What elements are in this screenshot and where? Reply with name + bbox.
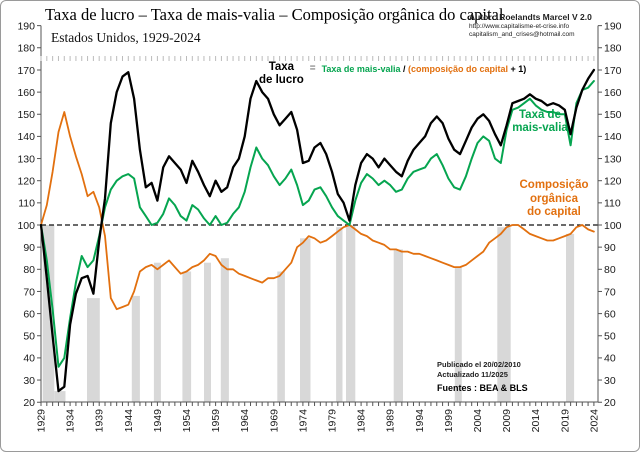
- recession-bar: [566, 233, 575, 402]
- y-axis-label-left: 130: [17, 153, 35, 165]
- updated-date: Actualizado 11/2025: [437, 369, 508, 379]
- y-axis-label-left: 40: [23, 353, 35, 365]
- chart-title: Taxa de lucro – Taxa de mais-valia – Com…: [45, 5, 504, 24]
- series-line-surplus: [40, 80, 595, 368]
- x-axis-label: 1954: [181, 409, 193, 433]
- y-axis-label-right: 70: [604, 286, 616, 298]
- author-block: Autor : Roelandts Marcel V 2.0 http://ww…: [469, 12, 637, 39]
- y-axis-label-right: 170: [604, 65, 622, 77]
- y-axis-label-left: 60: [23, 308, 35, 320]
- recession-bar: [42, 225, 55, 402]
- author-website: http://www.capitalisme-et-crise.info: [469, 22, 570, 30]
- series-line-profit: [39, 68, 596, 393]
- y-axis-label-right: 60: [604, 308, 616, 320]
- author-name: Autor : Roelandts Marcel V 2.0: [469, 12, 592, 22]
- y-axis-label-right: 80: [604, 264, 616, 276]
- y-axis-label-right: 50: [604, 331, 616, 343]
- x-axis-label: 2009: [501, 409, 513, 433]
- y-axis-label-right: 190: [604, 20, 622, 32]
- x-axis-label: 1949: [152, 409, 164, 433]
- y-axis-label-left: 180: [17, 43, 35, 55]
- formula-annotation: Taxa de lucro = Taxa de mais-valia / (co…: [259, 61, 526, 87]
- y-axis-label-right: 130: [604, 153, 622, 165]
- series-label-profit: Taxa de lucro: [259, 61, 304, 87]
- x-axis-label: 1929: [36, 409, 48, 433]
- recession-bar: [87, 298, 100, 402]
- y-axis-label-left: 50: [23, 331, 35, 343]
- recession-bar: [153, 262, 161, 402]
- x-axis-label: 1984: [356, 409, 368, 433]
- recession-bar: [454, 267, 462, 402]
- recession-bar: [393, 249, 403, 402]
- y-axis-label-left: 110: [18, 198, 35, 210]
- y-axis-label-right: 100: [604, 220, 622, 232]
- x-axis-label: 2024: [588, 409, 600, 433]
- y-axis-label-left: 30: [23, 375, 35, 387]
- x-axis-label: 1974: [297, 409, 309, 433]
- y-axis-label-right: 120: [604, 176, 622, 188]
- y-axis-label-right: 140: [604, 131, 622, 143]
- y-axis-label-right: 110: [604, 198, 621, 210]
- recession-bar: [204, 262, 211, 402]
- y-axis-label-left: 100: [17, 220, 35, 232]
- recession-bar: [300, 238, 311, 402]
- recession-bar: [277, 271, 285, 402]
- x-axis-label: 1994: [414, 409, 426, 433]
- y-axis-label-left: 170: [17, 65, 35, 77]
- y-axis-label-right: 160: [604, 87, 622, 99]
- chart-subtitle: Estados Unidos, 1929-2024: [51, 30, 201, 45]
- y-axis-label-right: 20: [604, 397, 616, 409]
- x-axis-label: 1964: [239, 409, 251, 433]
- recession-bar: [346, 225, 356, 402]
- x-axis-label: 2014: [530, 409, 542, 433]
- y-axis-label-right: 90: [604, 242, 616, 254]
- y-axis-label-right: 30: [604, 375, 616, 387]
- x-axis-label: 1979: [327, 409, 339, 433]
- author-email: capitalism_and_crises@hotmail.com: [469, 30, 575, 38]
- x-axis-label: 1944: [123, 409, 135, 433]
- y-axis-label-left: 150: [17, 109, 35, 121]
- x-axis-label: 1969: [268, 409, 280, 433]
- y-axis-label-right: 40: [604, 353, 616, 365]
- series-line-organic: [40, 111, 595, 311]
- y-axis-label-left: 70: [23, 286, 35, 298]
- y-axis-label-right: 180: [604, 43, 622, 55]
- x-axis-label: 1939: [94, 409, 106, 433]
- y-axis-label-left: 20: [23, 397, 35, 409]
- y-axis-label-left: 160: [17, 87, 35, 99]
- y-axis-label-left: 120: [17, 176, 35, 188]
- y-axis-label-left: 90: [23, 242, 35, 254]
- footnote-block: Publicado el 20/02/2010 Actualizado 11/2…: [437, 360, 528, 394]
- recession-bar: [54, 391, 66, 402]
- recession-bar: [131, 295, 140, 402]
- x-axis-label: 2019: [559, 409, 571, 433]
- sources-note: Fuentes : BEA & BLS: [437, 382, 528, 393]
- y-axis-label-right: 150: [604, 109, 622, 121]
- published-date: Publicado el 20/02/2010: [437, 360, 521, 369]
- y-axis-label-left: 190: [17, 20, 35, 32]
- series-label-organic-composition: Composição orgânica do capital: [519, 179, 589, 219]
- x-axis-label: 1999: [443, 409, 455, 433]
- y-axis-label-left: 80: [23, 264, 35, 276]
- x-axis-label: 1989: [385, 409, 397, 433]
- recession-bar: [182, 271, 192, 402]
- formula-rhs: Taxa de mais-valia / (composição do capi…: [321, 63, 527, 74]
- series-label-surplus-value: Taxa de mais-valia: [512, 109, 568, 135]
- recession-bar: [497, 227, 511, 402]
- recession-bar: [336, 227, 343, 402]
- x-axis-label: 1959: [210, 409, 222, 433]
- y-axis-label-left: 140: [17, 131, 35, 143]
- equals-sign: =: [309, 63, 316, 74]
- x-axis-label: 2004: [472, 409, 484, 433]
- recession-bar: [220, 258, 229, 402]
- x-axis-label: 1934: [65, 409, 77, 433]
